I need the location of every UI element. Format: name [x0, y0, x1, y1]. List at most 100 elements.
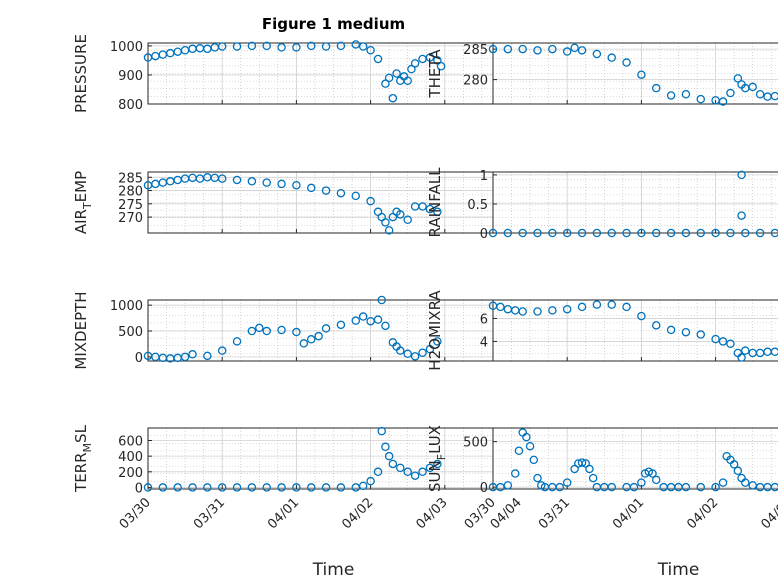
data-point — [488, 228, 498, 238]
data-point — [733, 466, 743, 476]
data-point — [711, 228, 720, 238]
data-point — [562, 304, 572, 314]
data-point — [188, 483, 197, 492]
data-point — [570, 43, 579, 53]
data-point — [381, 218, 390, 227]
data-point — [403, 349, 412, 359]
data-point — [403, 215, 412, 224]
data-point — [592, 49, 602, 59]
data-point — [321, 324, 331, 333]
data-point — [232, 42, 242, 51]
subplot-rainfall: 0 0.5 1 RAINFALL — [426, 167, 778, 242]
data-point — [392, 69, 401, 78]
data-point — [418, 467, 427, 477]
data-point — [718, 97, 728, 106]
data-point — [336, 41, 346, 51]
data-point — [726, 339, 735, 348]
data-point — [511, 469, 520, 478]
data-point — [262, 178, 271, 187]
x-tick-label: 03/31 — [191, 495, 228, 532]
y-tick-label: 200 — [118, 466, 143, 481]
data-point — [518, 44, 527, 54]
data-point — [666, 228, 676, 238]
y-tick-label: 270 — [118, 211, 143, 226]
data-point — [770, 482, 778, 492]
data-point — [418, 348, 427, 357]
data-point — [529, 455, 539, 465]
data-point — [433, 207, 442, 217]
data-point — [651, 228, 661, 238]
y-tick-label: 6 — [480, 312, 488, 327]
data-point — [488, 44, 498, 54]
y-tick-label: 600 — [118, 435, 143, 450]
data-point — [518, 307, 527, 316]
data-point — [503, 228, 513, 238]
data-point — [436, 61, 446, 71]
data-point — [577, 302, 587, 312]
data-point — [681, 327, 691, 337]
subplot-mixdepth: 0 500 1000 MIXDEPTH — [72, 291, 520, 370]
data-point — [585, 464, 594, 474]
data-point — [588, 473, 598, 483]
y-tick-label: 500 — [118, 325, 143, 340]
data-point — [217, 483, 227, 492]
data-point — [592, 300, 602, 309]
data-point — [607, 53, 616, 62]
data-point — [433, 459, 442, 469]
y-tick-label: 275 — [118, 198, 143, 213]
data-point — [373, 315, 383, 324]
data-point — [651, 475, 661, 485]
data-point — [651, 321, 661, 330]
y-tick-label: 0 — [135, 351, 143, 366]
data-point — [255, 323, 264, 333]
data-point — [377, 426, 386, 436]
data-point — [433, 56, 442, 65]
data-point — [562, 47, 572, 56]
data-point — [407, 64, 416, 74]
data-point — [247, 177, 257, 186]
data-point — [396, 346, 405, 355]
data-point — [418, 202, 427, 211]
data-point — [533, 46, 542, 55]
data-point — [770, 347, 778, 357]
x-tick-label: 04/02 — [684, 495, 721, 532]
data-point — [718, 337, 728, 346]
data-point — [748, 82, 757, 92]
y-tick-label: 0.5 — [467, 198, 488, 213]
data-point — [351, 191, 361, 201]
data-point — [396, 210, 405, 219]
x-axis-label-right: Time — [657, 560, 700, 580]
data-point — [755, 228, 765, 238]
subplot-pressure: 800 900 1000 PRESSURE — [72, 34, 520, 113]
data-point — [384, 226, 394, 235]
data-point — [321, 42, 331, 51]
axes-box — [492, 299, 778, 362]
data-point — [637, 478, 646, 487]
y-axis-label: PRESSURE — [72, 34, 90, 113]
data-point — [188, 350, 197, 359]
data-point — [518, 228, 527, 238]
data-point — [533, 473, 542, 483]
data-point — [533, 228, 542, 238]
data-point — [158, 483, 168, 492]
data-point — [562, 228, 572, 238]
data-point — [718, 478, 728, 487]
x-tick-label: 04/01 — [610, 495, 647, 532]
data-point — [711, 334, 720, 344]
data-point — [403, 76, 412, 86]
data-point — [770, 228, 778, 238]
data-point — [299, 339, 309, 348]
y-tick-label: 500 — [463, 436, 488, 451]
data-point — [425, 463, 435, 473]
axes-box — [492, 427, 778, 490]
y-axis-label: MIXDEPTH — [72, 291, 90, 369]
data-point — [336, 483, 346, 492]
data-point — [651, 83, 661, 93]
data-point — [737, 211, 746, 220]
data-point — [592, 228, 602, 238]
y-tick-label: 400 — [118, 450, 143, 465]
data-point — [377, 295, 386, 305]
